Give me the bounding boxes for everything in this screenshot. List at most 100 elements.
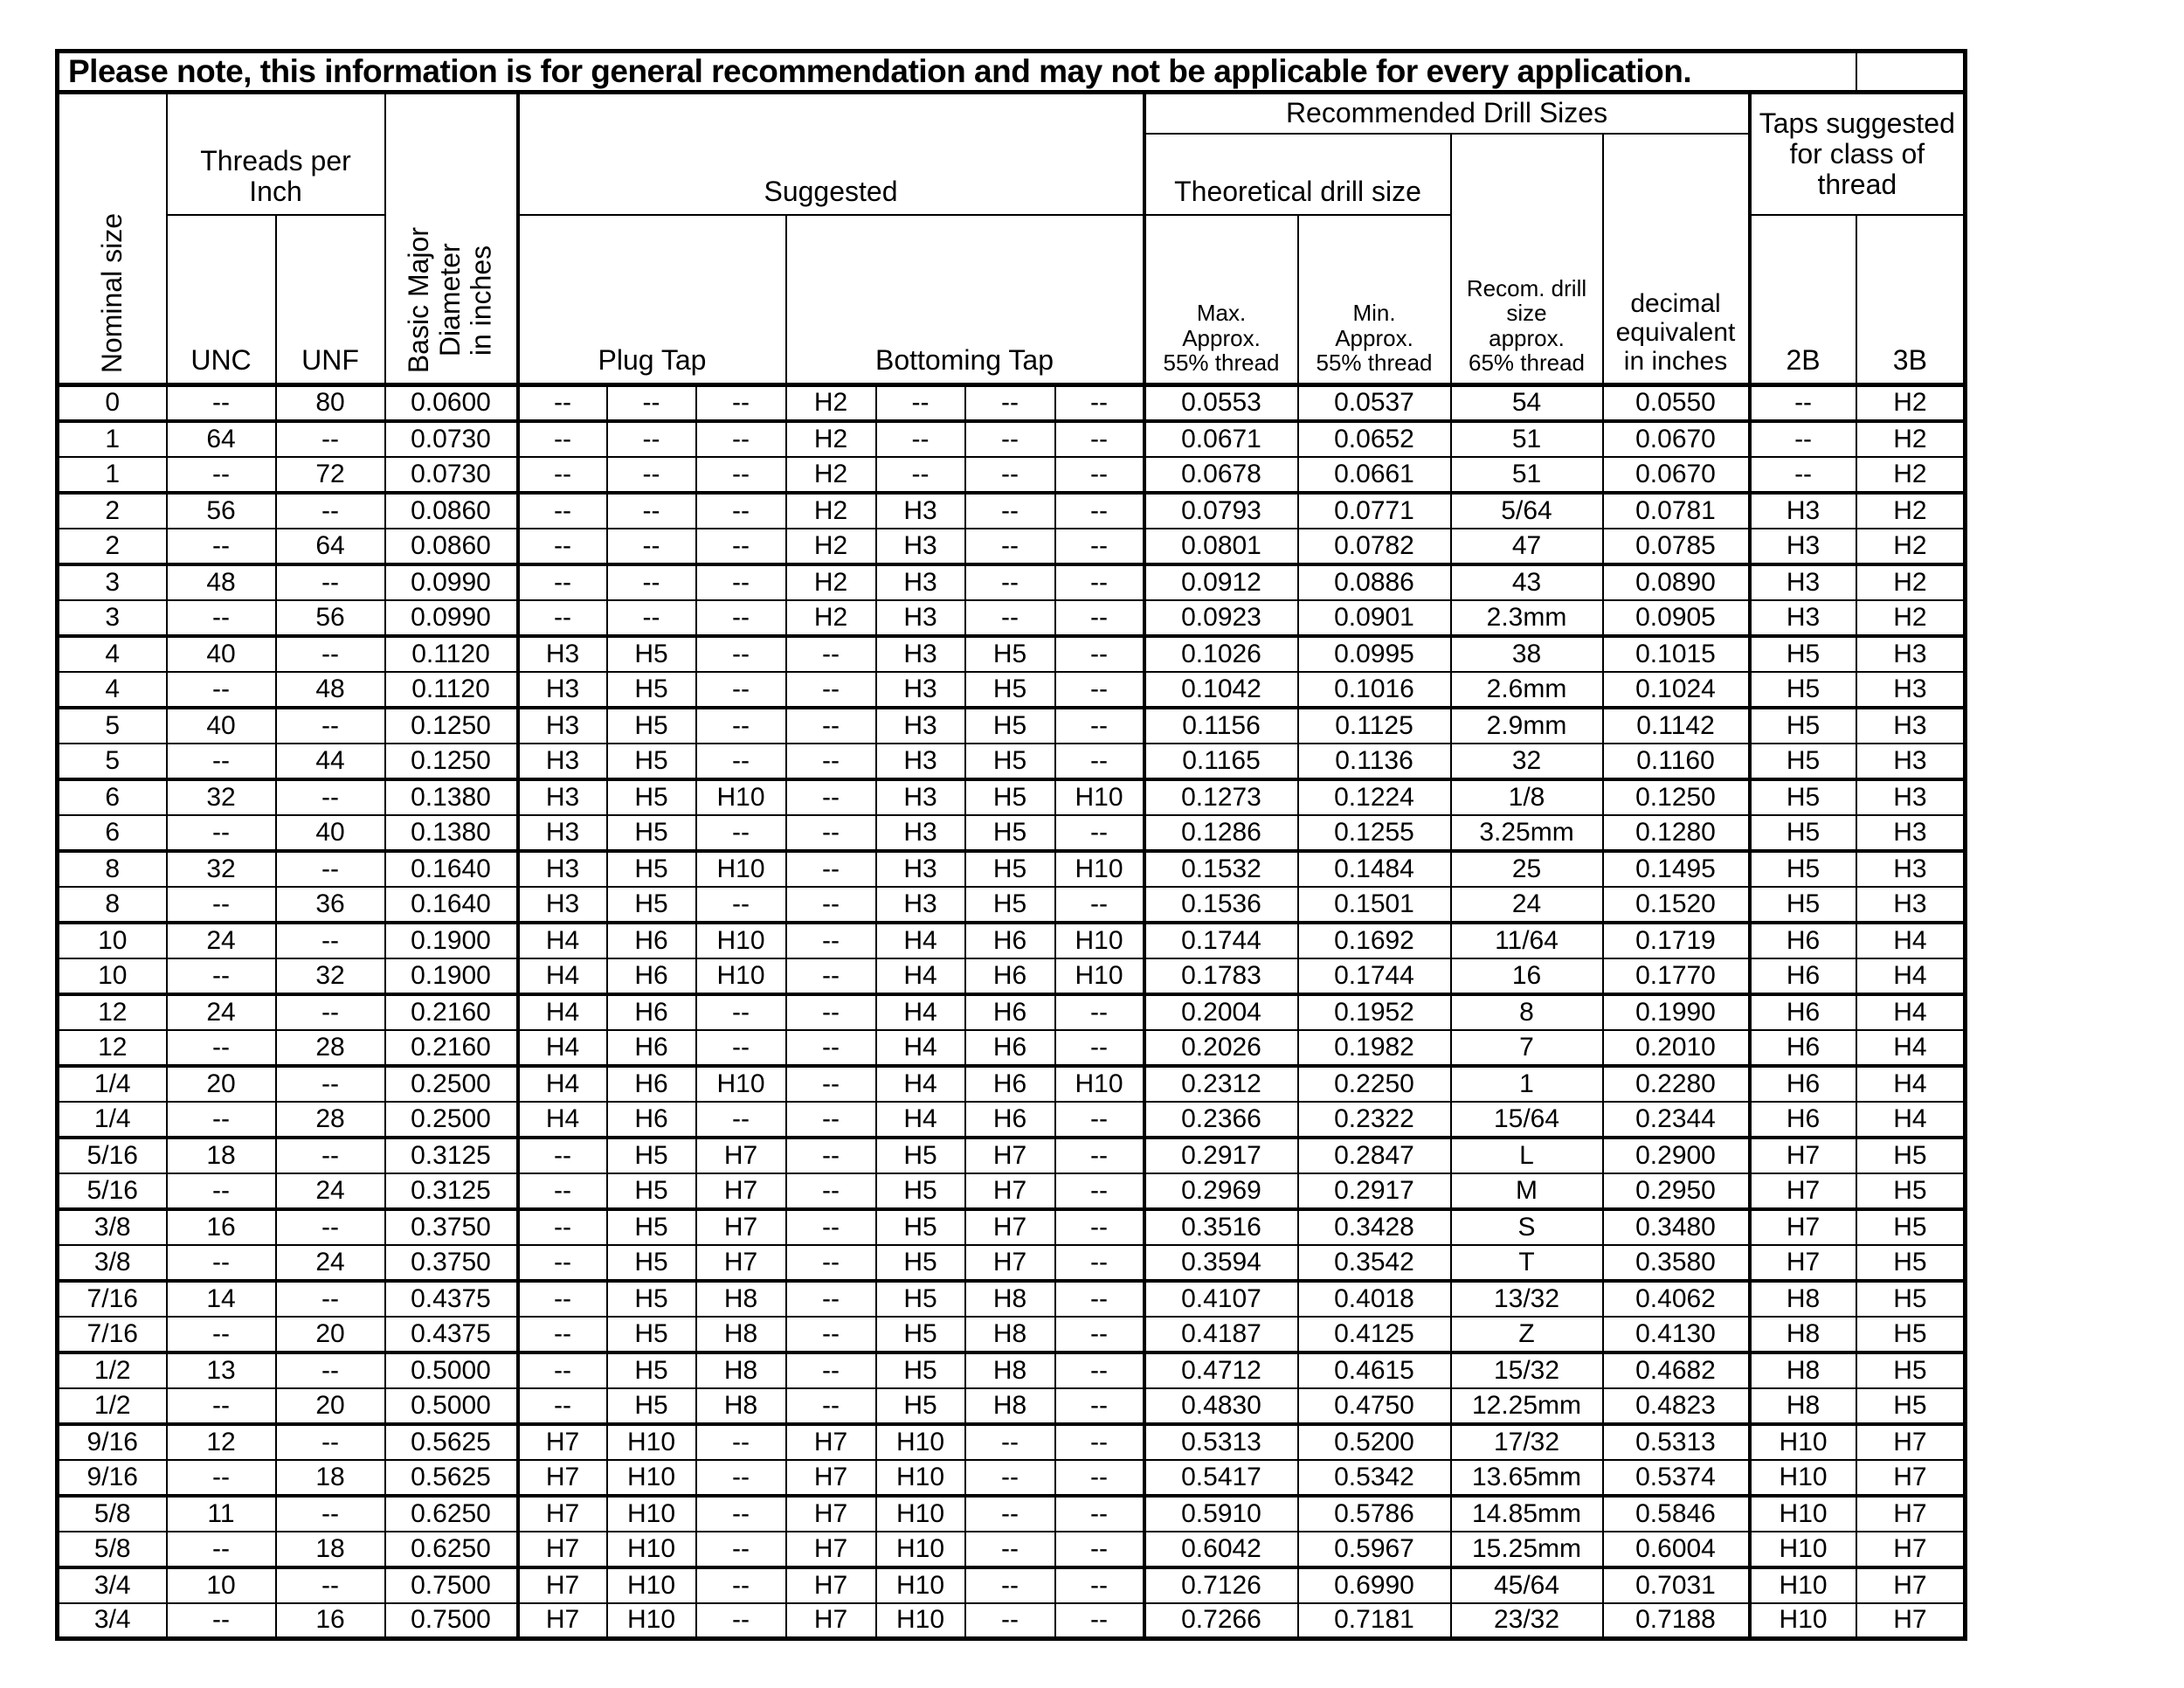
cell-recom-drill-65: M — [1449, 1172, 1604, 1210]
cell-unf: 72 — [274, 455, 386, 494]
table-row: 8 32 -- 0.1640 H3 H5 H10 -- H3 H5 H10 0.1532 0.1484 2… — [56, 848, 1966, 888]
cell-recom-drill-65: 45/64 — [1449, 1565, 1604, 1604]
cell-bottoming-tap-2: H5 — [874, 1172, 966, 1210]
cell-bottoming-tap-4: H10 — [1054, 777, 1146, 816]
cell-class-3b: H5 — [1855, 1207, 1966, 1246]
cell-min-approx-55: 0.7181 — [1296, 1602, 1452, 1640]
cell-bottoming-tap-1: -- — [784, 1207, 877, 1246]
cell-bottoming-tap-4: -- — [1054, 562, 1146, 601]
cell-max-approx-55: 0.7126 — [1143, 1565, 1299, 1604]
cell-decimal-equivalent: 0.2900 — [1601, 1135, 1752, 1174]
cell-bottoming-tap-2: H3 — [874, 633, 966, 673]
cell-plug-tap-3: H8 — [695, 1350, 787, 1389]
cell-bottoming-tap-2: H10 — [874, 1602, 966, 1640]
table-row: 9/16 12 -- 0.5625 H7 H10 -- H7 H10 -- -- 0.5313 0.52… — [56, 1422, 1966, 1461]
cell-bottoming-tap-3: H6 — [964, 957, 1056, 995]
cell-class-3b: H2 — [1855, 598, 1966, 637]
table-row: 1/4 -- 28 0.2500 H4 H6 -- -- H4 H6 -- 0.2366 0.2322 1… — [56, 1100, 1966, 1138]
cell-min-approx-55: 0.3542 — [1296, 1243, 1452, 1282]
cell-unf: 56 — [274, 598, 386, 637]
cell-decimal-equivalent: 0.7031 — [1601, 1565, 1752, 1604]
cell-class-3b: H2 — [1855, 527, 1966, 565]
table-row: 3/4 10 -- 0.7500 H7 H10 -- H7 H10 -- -- 0.7126 0.699… — [56, 1565, 1966, 1604]
cell-basic-major-diameter: 0.2500 — [384, 1100, 520, 1138]
cell-min-approx-55: 0.5342 — [1296, 1458, 1452, 1497]
cell-max-approx-55: 0.1165 — [1143, 742, 1299, 780]
cell-class-2b: H6 — [1748, 992, 1857, 1031]
cell-unc: -- — [165, 455, 277, 494]
cell-unc: 32 — [165, 777, 277, 816]
cell-basic-major-diameter: 0.5625 — [384, 1458, 520, 1497]
cell-unc: -- — [165, 527, 277, 565]
cell-nominal-size: 3/4 — [56, 1565, 168, 1604]
cell-unf: 20 — [274, 1387, 386, 1425]
cell-plug-tap-3: H7 — [695, 1243, 787, 1282]
cell-bottoming-tap-4: -- — [1054, 1135, 1146, 1174]
cell-decimal-equivalent: 0.5374 — [1601, 1458, 1752, 1497]
cell-bottoming-tap-1: -- — [784, 848, 877, 888]
table-row: 7/16 14 -- 0.4375 -- H5 H8 -- H5 H8 -- 0.4107 0.4018… — [56, 1278, 1966, 1318]
cell-bottoming-tap-1: -- — [784, 1100, 877, 1138]
cell-bottoming-tap-2: H4 — [874, 1100, 966, 1138]
cell-plug-tap-1: -- — [516, 1207, 608, 1246]
cell-recom-drill-65: 14.85mm — [1449, 1493, 1604, 1532]
cell-min-approx-55: 0.0771 — [1296, 490, 1452, 529]
cell-unc: -- — [165, 957, 277, 995]
cell-bottoming-tap-2: H3 — [874, 813, 966, 852]
cell-bottoming-tap-1: -- — [784, 777, 877, 816]
cell-recom-drill-65: 38 — [1449, 633, 1604, 673]
cell-bottoming-tap-4: -- — [1054, 1422, 1146, 1461]
cell-bottoming-tap-1: -- — [784, 1278, 877, 1318]
cell-class-2b: H6 — [1748, 1063, 1857, 1103]
cell-class-3b: H3 — [1855, 705, 1966, 744]
cell-plug-tap-2: H6 — [605, 957, 697, 995]
cell-bottoming-tap-4: -- — [1054, 1100, 1146, 1138]
cell-recom-drill-65: 47 — [1449, 527, 1604, 565]
cell-bottoming-tap-2: H4 — [874, 1063, 966, 1103]
cell-recom-drill-65: 11/64 — [1449, 920, 1604, 959]
cell-recom-drill-65: 54 — [1449, 384, 1604, 422]
cell-unf: 80 — [274, 384, 386, 422]
cell-recom-drill-65: 1 — [1449, 1063, 1604, 1103]
cell-bottoming-tap-4: -- — [1054, 1028, 1146, 1067]
cell-recom-drill-65: 13.65mm — [1449, 1458, 1604, 1497]
cell-bottoming-tap-2: H3 — [874, 742, 966, 780]
table-row: 1/2 -- 20 0.5000 -- H5 H8 -- H5 H8 -- 0.4830 0.4750 1… — [56, 1387, 1966, 1425]
cell-decimal-equivalent: 0.0550 — [1601, 384, 1752, 422]
cell-max-approx-55: 0.0793 — [1143, 490, 1299, 529]
cell-plug-tap-1: -- — [516, 455, 608, 494]
cell-bottoming-tap-2: H5 — [874, 1315, 966, 1353]
cell-nominal-size: 8 — [56, 848, 168, 888]
cell-bottoming-tap-2: -- — [874, 455, 966, 494]
cell-decimal-equivalent: 0.0785 — [1601, 527, 1752, 565]
cell-decimal-equivalent: 0.0670 — [1601, 455, 1752, 494]
cell-decimal-equivalent: 0.4062 — [1601, 1278, 1752, 1318]
cell-max-approx-55: 0.2026 — [1143, 1028, 1299, 1067]
cell-class-2b: -- — [1748, 419, 1857, 458]
cell-plug-tap-2: H5 — [605, 848, 697, 888]
cell-plug-tap-2: -- — [605, 598, 697, 637]
cell-class-3b: H2 — [1855, 562, 1966, 601]
cell-decimal-equivalent: 0.7188 — [1601, 1602, 1752, 1640]
cell-nominal-size: 8 — [56, 885, 168, 924]
cell-class-2b: H5 — [1748, 742, 1857, 780]
table-row: 0 -- 80 0.0600 -- -- -- H2 -- -- -- 0.0553 0.0537 54 0… — [56, 384, 1966, 422]
cell-plug-tap-2: H5 — [605, 1207, 697, 1246]
cell-unc: -- — [165, 1387, 277, 1425]
cell-bottoming-tap-3: H7 — [964, 1172, 1056, 1210]
cell-max-approx-55: 0.2004 — [1143, 992, 1299, 1031]
cell-plug-tap-3: H10 — [695, 1063, 787, 1103]
cell-bottoming-tap-2: H10 — [874, 1422, 966, 1461]
cell-basic-major-diameter: 0.5625 — [384, 1422, 520, 1461]
cell-bottoming-tap-2: H10 — [874, 1493, 966, 1532]
cell-bottoming-tap-1: H7 — [784, 1458, 877, 1497]
cell-recom-drill-65: 15/32 — [1449, 1350, 1604, 1389]
cell-basic-major-diameter: 0.1640 — [384, 885, 520, 924]
cell-unc: -- — [165, 1100, 277, 1138]
cell-class-3b: H4 — [1855, 920, 1966, 959]
cell-nominal-size: 1/4 — [56, 1100, 168, 1138]
cell-unc: 12 — [165, 1422, 277, 1461]
cell-basic-major-diameter: 0.4375 — [384, 1278, 520, 1318]
cell-plug-tap-2: H5 — [605, 813, 697, 852]
cell-unf: -- — [274, 419, 386, 458]
